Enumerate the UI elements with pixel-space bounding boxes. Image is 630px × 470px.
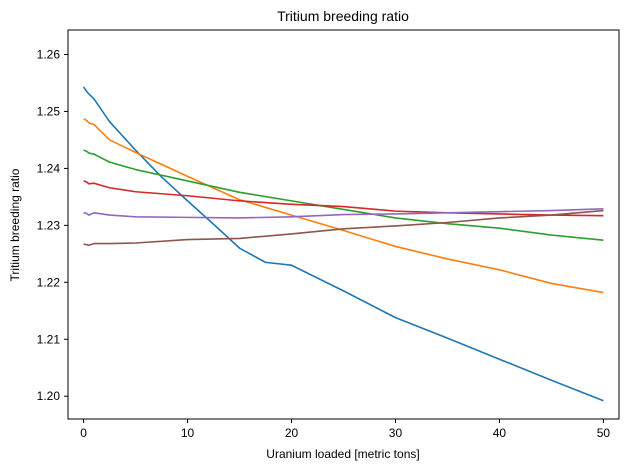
y-tick-label: 1.20: [37, 389, 61, 403]
series-layer: [82, 86, 604, 402]
plot-frame: [67, 29, 620, 420]
x-tick-label: 10: [181, 426, 195, 440]
series-line-4: [83, 180, 604, 217]
series-line-2: [83, 118, 604, 294]
x-tick-label: 20: [285, 426, 299, 440]
x-tick-label: 40: [493, 426, 507, 440]
series-line-1: [82, 86, 604, 402]
y-tick-label: 1.23: [37, 218, 61, 232]
series-line-3: [83, 149, 604, 241]
y-axis-label: Tritium breeding ratio: [8, 168, 22, 281]
ticks-layer: 0 10 20 30 40 50 1.20 1.21 1.22 1.23 1.24 1.25 1.26: [37, 47, 611, 440]
x-axis-label: Uranium loaded [metric tons]: [266, 447, 419, 461]
series-line-6: [83, 209, 604, 247]
y-tick-label: 1.24: [37, 161, 61, 175]
y-tick-label: 1.21: [37, 332, 61, 346]
x-tick-label: 30: [389, 426, 403, 440]
y-tick-label: 1.25: [37, 104, 61, 118]
chart-title: Tritium breeding ratio: [277, 8, 409, 24]
x-tick-label: 0: [80, 426, 87, 440]
x-tick-label: 50: [597, 426, 611, 440]
y-tick-label: 1.22: [37, 275, 61, 289]
y-tick-label: 1.26: [37, 47, 61, 61]
series-line-5: [83, 208, 604, 219]
